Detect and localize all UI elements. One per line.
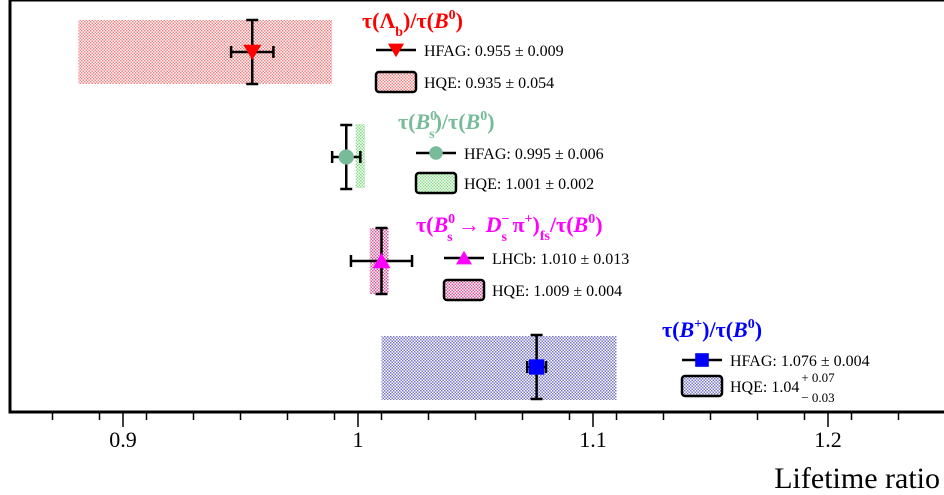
title-part: /τ(	[549, 212, 574, 237]
theory-band	[381, 336, 617, 400]
data-point	[372, 252, 391, 269]
theory-err-plus: + 0.07	[801, 370, 835, 385]
legend-theory-box	[414, 171, 458, 195]
title-part: s	[447, 230, 453, 245]
legend-measurement-label: LHCb: 1.010 ± 0.013	[492, 251, 629, 268]
title-part: τ(	[362, 8, 379, 33]
title-part: →	[453, 212, 486, 237]
x-tick-label: 1.1	[579, 427, 607, 452]
title-part: )	[755, 317, 762, 342]
data-point	[338, 149, 354, 165]
legend-measurement-label: HFAG: 0.955 ± 0.009	[424, 43, 564, 60]
title-part: )	[532, 212, 539, 237]
title-part: 0	[448, 212, 455, 227]
title-part: B	[573, 212, 589, 237]
title-part: +	[694, 317, 702, 332]
legend-theory-box	[442, 278, 486, 302]
x-tick-label: 1.2	[814, 427, 842, 452]
title-part: s	[429, 127, 435, 142]
legend-theory-label: HQE: 1.04	[730, 379, 799, 396]
data-point	[528, 359, 545, 375]
title-part: Λ	[379, 8, 395, 33]
series-bplus: τ(B+​)/τ(B0) HFAG: 1.076 ± 0.004 HQE: 1.04…	[381, 317, 870, 405]
title-part: B	[414, 109, 430, 134]
series-title: τ(B0s​ → D−s π+)fs/τ(B0)	[416, 212, 603, 245]
data-point	[243, 44, 262, 61]
title-part: 0	[748, 317, 755, 332]
title-part: )	[487, 109, 494, 134]
title-part: B	[732, 317, 748, 342]
title-part: 0	[588, 212, 595, 227]
title-part: )/τ(	[702, 317, 733, 342]
x-tick-label: 0.9	[109, 427, 137, 452]
title-part: )/τ(	[403, 8, 434, 33]
x-tick-label: 1	[353, 427, 364, 452]
legend-theory-label: HQE: 1.001 ± 0.002	[464, 176, 594, 193]
title-part: −	[502, 212, 510, 227]
title-part: 0	[480, 109, 487, 124]
title-part: )	[595, 212, 602, 237]
plot-frame	[8, 0, 944, 414]
title-part: B	[678, 317, 694, 342]
title-part: 0	[449, 8, 456, 23]
legend-theory-box	[680, 374, 724, 398]
title-part: τ(	[662, 317, 679, 342]
x-axis-label: Lifetime ratio	[774, 462, 940, 495]
title-part: )	[456, 8, 463, 33]
legend-marker	[456, 250, 472, 265]
title-part: +	[525, 212, 533, 227]
legend-theory-box	[374, 70, 418, 94]
theory-band	[78, 20, 333, 84]
legend-theory-label: HQE: 0.935 ± 0.054	[424, 75, 554, 92]
title-part: τ(	[398, 109, 415, 134]
legend-measurement-label: HFAG: 1.076 ± 0.004	[730, 353, 870, 370]
title-part: )/τ(	[435, 109, 466, 134]
title-part: π	[507, 212, 525, 237]
title-part: s	[501, 230, 507, 245]
title-part: 0	[430, 109, 437, 124]
title-part: D	[485, 212, 502, 237]
title-part: B	[465, 109, 481, 134]
title-part: B	[433, 8, 449, 33]
title-part: fs	[540, 229, 551, 244]
legend-marker	[695, 353, 709, 367]
series-title: τ(B0s​)/τ(B0)	[398, 109, 495, 142]
legend-measurement-label: HFAG: 0.995 ± 0.006	[464, 146, 604, 163]
series-bs-ds-pi: τ(B0s​ → D−s π+)fs/τ(B0)LHCb: 1.010 ± 0.…	[349, 212, 629, 302]
series-title: τ(B+​)/τ(B0)	[662, 317, 762, 342]
legend-marker	[388, 43, 404, 58]
x-axis: 0.9 1 1.1 1.2	[51, 412, 900, 452]
theory-err-minus: − 0.03	[801, 390, 834, 405]
legend-theory-label: HQE: 1.009 ± 0.004	[492, 283, 622, 300]
title-part: b	[395, 25, 403, 40]
title-part: τ(	[416, 212, 433, 237]
series-title: τ(Λb​)/τ(B0)	[362, 8, 463, 40]
legend-marker	[429, 146, 443, 160]
title-part: B	[432, 212, 448, 237]
